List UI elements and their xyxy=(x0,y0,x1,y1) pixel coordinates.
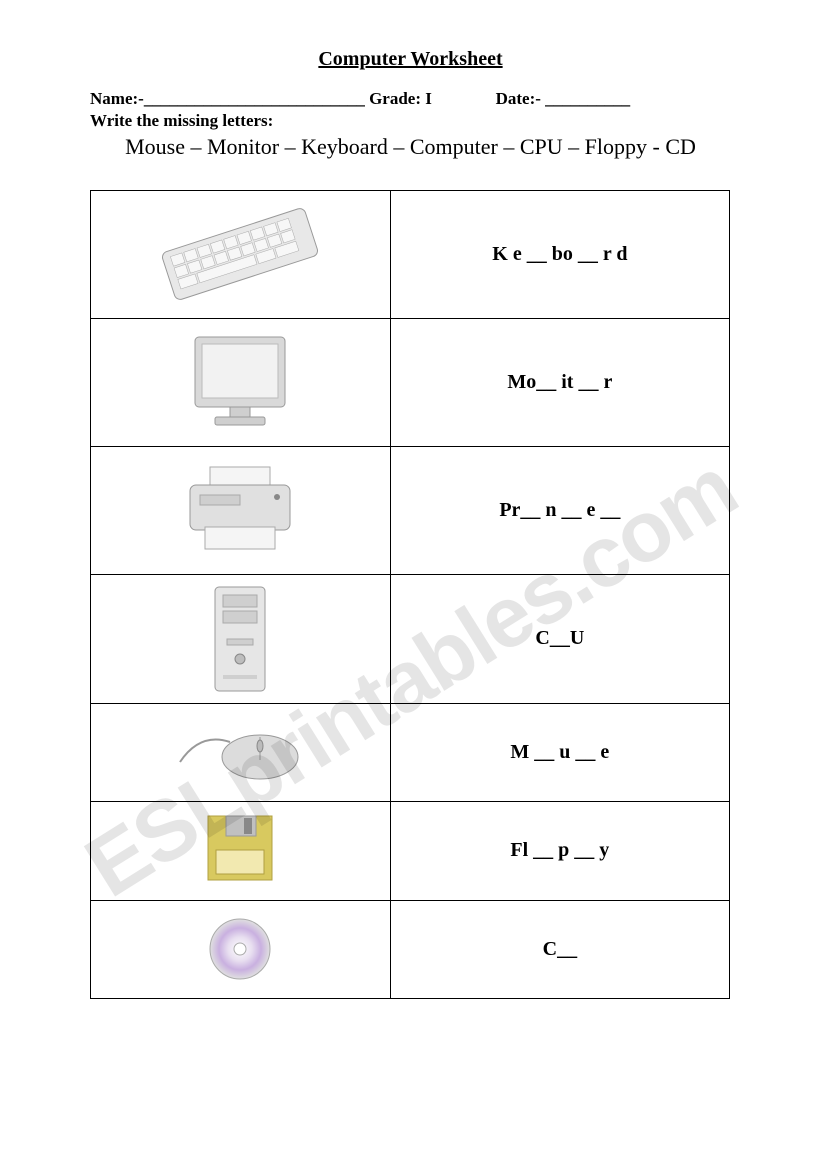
answer-cell[interactable]: Fl __ p __ y xyxy=(390,801,729,900)
printer-icon xyxy=(165,455,315,565)
table-row: Pr__ n __ e __ xyxy=(91,446,730,574)
table-row: K e __ bo __ r d xyxy=(91,190,730,318)
mouse-icon xyxy=(160,712,320,792)
date-label: Date:- xyxy=(496,89,541,108)
grade-label: Grade: I xyxy=(369,89,432,108)
answer-cell[interactable]: M __ u __ e xyxy=(390,703,729,801)
worksheet-table: K e __ bo __ r d Mo__ it __ r xyxy=(90,190,730,999)
cd-icon xyxy=(190,909,290,989)
answer-cell[interactable]: K e __ bo __ r d xyxy=(390,190,729,318)
table-row: Fl __ p __ y xyxy=(91,801,730,900)
name-blank[interactable]: __________________________ xyxy=(144,89,365,108)
header-line: Name:-__________________________ Grade: … xyxy=(90,89,731,109)
image-cell xyxy=(91,318,391,446)
answer-cell[interactable]: C__U xyxy=(390,574,729,703)
monitor-icon xyxy=(170,327,310,437)
cpu-icon xyxy=(185,579,295,699)
image-cell xyxy=(91,190,391,318)
answer-cell[interactable]: Pr__ n __ e __ xyxy=(390,446,729,574)
answer-cell[interactable]: C__ xyxy=(390,900,729,998)
date-blank[interactable]: __________ xyxy=(545,89,630,108)
word-bank: Mouse – Monitor – Keyboard – Computer – … xyxy=(90,133,731,162)
table-row: C__ xyxy=(91,900,730,998)
table-row: C__U xyxy=(91,574,730,703)
image-cell xyxy=(91,801,391,900)
answer-cell[interactable]: Mo__ it __ r xyxy=(390,318,729,446)
image-cell xyxy=(91,574,391,703)
page-title: Computer Worksheet xyxy=(90,48,731,71)
table-row: Mo__ it __ r xyxy=(91,318,730,446)
instructions: Write the missing letters: xyxy=(90,111,731,131)
name-label: Name:- xyxy=(90,89,144,108)
image-cell xyxy=(91,446,391,574)
keyboard-icon xyxy=(145,199,335,309)
table-row: M __ u __ e xyxy=(91,703,730,801)
floppy-icon xyxy=(190,806,290,896)
image-cell xyxy=(91,703,391,801)
image-cell xyxy=(91,900,391,998)
